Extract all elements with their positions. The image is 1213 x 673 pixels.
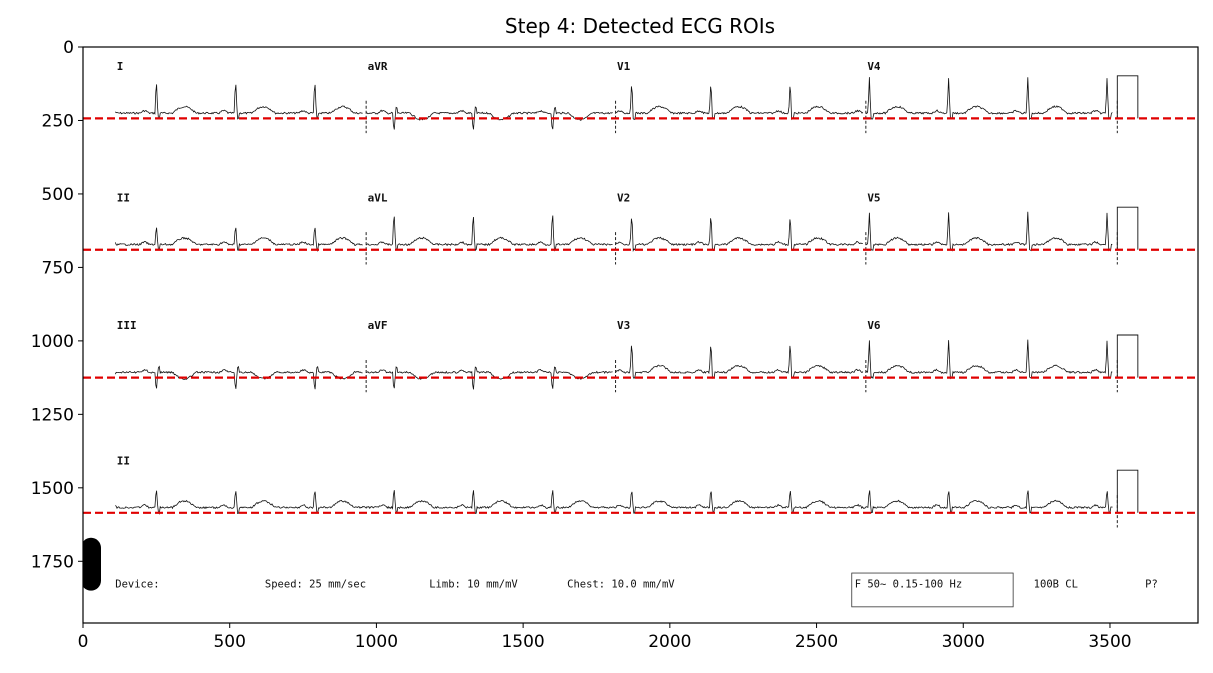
ecg-trace-v1 bbox=[615, 86, 864, 121]
x-tick-label: 500 bbox=[213, 632, 245, 652]
ecg-trace-v5 bbox=[865, 211, 1113, 252]
ecg-trace-v2 bbox=[615, 218, 863, 253]
ecg-trace-iii bbox=[114, 365, 363, 390]
calibration-pulse bbox=[1116, 334, 1139, 378]
lead-label: II bbox=[117, 454, 130, 467]
lead-label: V5 bbox=[867, 191, 880, 204]
lead-label: III bbox=[117, 319, 137, 332]
filter-box bbox=[851, 572, 1014, 608]
y-tick-label: 500 bbox=[42, 185, 74, 205]
footer-speed: Speed: 25 mm/sec bbox=[265, 579, 366, 591]
lead-label: V1 bbox=[617, 60, 631, 73]
x-tick-label: 0 bbox=[78, 632, 89, 652]
footer-chest: Chest: 10.0 mm/mV bbox=[567, 579, 675, 591]
lead-label: II bbox=[117, 191, 130, 204]
x-tick-label: 2500 bbox=[795, 632, 838, 652]
y-tick-label: 1250 bbox=[31, 405, 74, 425]
footer-device: Device: bbox=[115, 579, 159, 591]
axes: 0 500 1000 1500 2000 2500 3000 3500 0 250 500 750 10… bbox=[31, 38, 1199, 652]
ecg-trace-avr bbox=[366, 106, 613, 130]
ecg-trace-ii bbox=[114, 227, 363, 253]
lead-label: V2 bbox=[617, 191, 630, 204]
axes-frame bbox=[82, 46, 1199, 624]
calibration-pulse bbox=[1116, 206, 1139, 250]
ecg-trace-avl bbox=[365, 215, 613, 252]
lead-label: aVL bbox=[368, 191, 388, 204]
footer-filter: F 50~ 0.15-100 Hz bbox=[855, 579, 962, 591]
lead-label: aVF bbox=[368, 319, 388, 332]
y-tick-label: 250 bbox=[42, 111, 74, 131]
ecg-trace-v3 bbox=[615, 345, 864, 380]
footer-limb: Limb: 10 mm/mV bbox=[429, 579, 518, 591]
calibration-pulse bbox=[1116, 75, 1139, 119]
ecg-trace-v6 bbox=[865, 339, 1113, 380]
y-tick-label: 750 bbox=[42, 258, 74, 278]
y-tick-label: 1000 bbox=[31, 332, 74, 352]
lead-label: V6 bbox=[867, 319, 881, 332]
y-tick-label: 0 bbox=[63, 38, 74, 58]
x-tick-label: 3000 bbox=[942, 632, 985, 652]
artifact-blob bbox=[83, 537, 101, 591]
x-tick-label: 1500 bbox=[501, 632, 544, 652]
footer-misc: P? bbox=[1145, 579, 1158, 591]
footer-code: 100B CL bbox=[1034, 579, 1078, 591]
ecg-trace-v4 bbox=[865, 77, 1113, 121]
ecg-trace-avf bbox=[366, 366, 613, 390]
lead-label: aVR bbox=[368, 60, 388, 73]
lead-label: V4 bbox=[867, 60, 881, 73]
x-tick-label: 3500 bbox=[1088, 632, 1131, 652]
ecg-trace-ii bbox=[115, 490, 1113, 515]
ecg-trace-i bbox=[115, 84, 363, 120]
y-tick-label: 1500 bbox=[31, 479, 74, 499]
calibration-pulse bbox=[1116, 469, 1139, 513]
chart-title: Step 4: Detected ECG ROIs bbox=[505, 14, 775, 38]
x-tick-label: 1000 bbox=[355, 632, 398, 652]
lead-label: V3 bbox=[617, 319, 630, 332]
lead-label: I bbox=[117, 60, 124, 73]
y-tick-label: 1750 bbox=[31, 552, 74, 572]
x-tick-label: 2000 bbox=[648, 632, 691, 652]
